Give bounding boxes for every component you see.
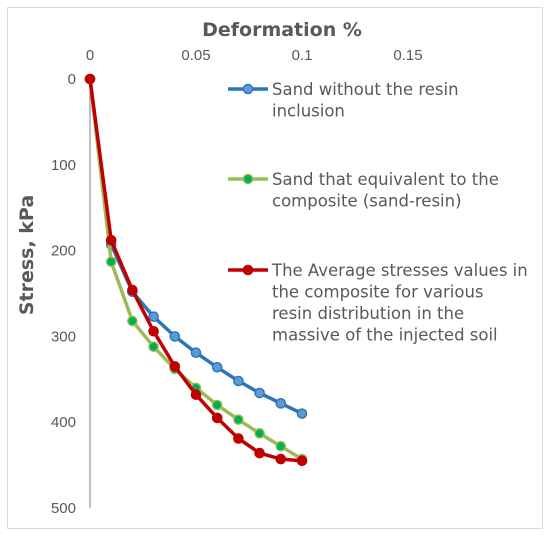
data-point [233,433,244,444]
data-point [190,347,202,359]
series-2 [84,73,308,465]
data-point [148,341,159,352]
data-point [211,399,223,411]
y-tick-label: 500 [51,500,76,517]
data-point [169,361,181,372]
data-point [296,455,308,467]
data-point [105,256,117,268]
y-tick-label: 400 [51,414,76,431]
y-tick-label: 300 [51,328,76,345]
legend-swatch-marker [242,173,254,185]
x-tick-label: 0.15 [393,47,422,64]
data-point [148,325,159,337]
legend-entry: Sand that equivalent to the composite (sa… [228,170,499,211]
data-point [148,311,159,322]
data-point [127,315,138,327]
data-point [127,284,138,296]
x-tick-label: 0.05 [181,47,210,64]
y-tick-label: 0 [68,71,76,88]
y-tick-label: 200 [51,243,76,260]
y-tick-labels: 0 100 200 300 400 500 [51,71,76,517]
data-point [275,453,287,465]
data-point [190,389,202,401]
data-point [211,412,223,424]
legend-entry: The Average stresses values in the compos… [228,261,528,345]
legend-label: resin distribution in the [272,304,464,323]
legend-label: composite (sand-resin) [272,192,462,211]
series-layer [84,73,308,467]
legend-label: inclusion [272,102,345,121]
legend-label: Sand that equivalent to the [272,170,499,189]
x-tick-labels: 0 0.05 0.1 0.15 [86,47,423,64]
data-point [233,375,244,387]
legend-swatch-marker [242,83,254,95]
legend-label: Sand without the resin [272,80,459,99]
y-tick-label: 100 [51,157,76,174]
legend-swatch-marker [242,264,254,276]
legend: Sand without the resin inclusion Sand that… [228,80,528,345]
data-point [84,73,96,85]
data-point [211,361,223,373]
legend-label: the composite for various [272,283,484,302]
data-point [233,414,244,425]
data-point [275,440,287,452]
legend-entry: Sand without the resin inclusion [228,80,459,121]
data-point [254,447,265,459]
y-axis-title: Stress, kPa [16,195,38,315]
data-point [254,428,265,439]
data-point [105,235,117,246]
data-point [275,398,287,409]
legend-label: The Average stresses values in [271,261,528,280]
legend-label: massive of the injected soil [272,326,498,345]
data-point [296,408,308,419]
x-tick-label: 0.1 [292,47,313,64]
data-point [254,387,265,399]
x-tick-label: 0 [86,47,94,64]
series-3 [84,73,308,467]
data-point [169,331,181,342]
x-axis-title: Deformation % [202,19,362,41]
